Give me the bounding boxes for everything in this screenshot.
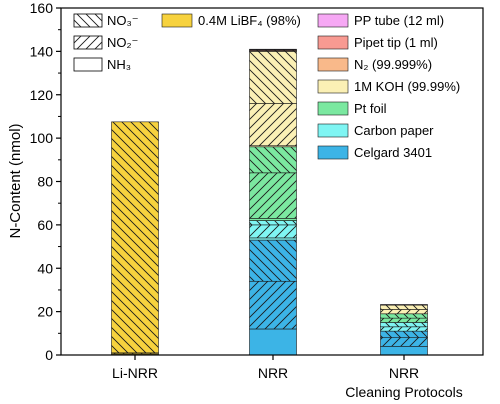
legend-swatch <box>317 123 349 138</box>
legend-swatch <box>317 35 349 50</box>
x-tick-label-3: NRR <box>389 365 419 381</box>
y-tick-label-160: 160 <box>30 0 54 16</box>
legend-pattern-label: NH₃ <box>107 57 131 72</box>
legend-source-label: 1M KOH (99.99%) <box>354 79 460 94</box>
bar-segment-hatch-14 <box>249 49 297 51</box>
bar-segment-hatch-5 <box>249 224 297 238</box>
bar-segment-hatch-6 <box>380 318 428 323</box>
legend-swatch <box>317 57 349 72</box>
bar-segment-hatch-9 <box>380 305 428 310</box>
legend-source-label: Carbon paper <box>354 123 434 138</box>
legend-swatch <box>317 13 349 28</box>
legend-pattern-item-3: NH₃ <box>73 57 131 72</box>
legend-source-item-pp-tube-12-ml: PP tube (12 ml) <box>317 13 444 28</box>
bar-segment-hatch-9 <box>249 146 297 173</box>
y-tick-label-140: 140 <box>30 43 54 59</box>
bar-segment-celgard-3401-1 <box>249 328 297 355</box>
y-tick-label-60: 60 <box>37 217 53 233</box>
bar-segment-celgard-3401-1 <box>380 346 428 355</box>
bar-stack-1 <box>111 121 159 356</box>
legend-swatch <box>317 145 349 160</box>
legend-source-item-0-4m-libf-98: 0.4M LiBF₄ (98%) <box>161 13 301 28</box>
y-tick-label-120: 120 <box>30 87 54 103</box>
legend-source-label: Pt foil <box>354 101 387 116</box>
legend-source-label: PP tube (12 ml) <box>354 13 444 28</box>
y-tick-label-80: 80 <box>37 174 53 190</box>
bar-segment-hatch-2 <box>249 281 297 329</box>
legend-swatch <box>161 13 193 28</box>
legend-source-item-pipet-tip-1-ml: Pipet tip (1 ml) <box>317 35 438 50</box>
bar-segment-outline-15 <box>249 48 297 51</box>
legend-source-item-n-99-999: N₂ (99.999%) <box>317 57 432 72</box>
x-axis: Li-NRR NRR NRR Cleaning Protocols <box>112 355 463 400</box>
legend-swatch-hatch <box>74 14 102 27</box>
legend-swatch <box>317 79 349 94</box>
bar-segment-hatch-3 <box>111 121 159 353</box>
legend-source-label: N₂ (99.999%) <box>354 57 432 72</box>
legend-pattern-label: NO₃⁻ <box>107 13 139 28</box>
y-tick-label-40: 40 <box>37 260 53 276</box>
legend-source-label: 0.4M LiBF₄ (98%) <box>198 13 301 28</box>
bar-segment-1m-koh-99-99-10 <box>249 145 297 147</box>
bar-segment-hatch-3 <box>249 240 297 282</box>
bar-stacks <box>111 48 428 356</box>
bar-segment-hatch-5 <box>380 322 428 327</box>
bar-segment-hatch-6 <box>249 220 297 225</box>
x-tick-sublabel-3: Cleaning Protocols <box>345 384 463 400</box>
legend-swatch <box>317 101 349 116</box>
legend-source-label: Celgard 3401 <box>354 145 432 160</box>
bar-segment-hatch-12 <box>249 51 297 104</box>
y-axis-title: N-Content (nmol) <box>7 123 24 238</box>
legend-sources: 0.4M LiBF₄ (98%) PP tube (12 ml) Pipet tip… <box>161 13 460 160</box>
bar-segment-outline-3 <box>111 121 159 354</box>
bar-segment-hatch-4 <box>380 326 428 332</box>
legend-swatch-hatch <box>74 36 102 49</box>
y-tick-label-100: 100 <box>30 130 54 146</box>
y-tick-label-0: 0 <box>45 347 53 363</box>
legend-pattern-item-2: NO₂⁻ <box>73 35 138 50</box>
bar-stack-2 <box>249 48 297 356</box>
y-axis: 0 20 40 60 80 100 120 140 160 <box>30 0 61 363</box>
legend-pattern: NO₃⁻ NO₂⁻ NH₃ <box>73 13 139 72</box>
bar-segment-hatch-10 <box>380 304 428 306</box>
bar-segment-hatch-13 <box>249 50 297 52</box>
bar-segment-hatch-7 <box>380 313 428 319</box>
bar-segment-outline-10 <box>380 304 428 306</box>
legend-swatch <box>73 57 103 72</box>
legend-pattern-label: NO₂⁻ <box>107 35 138 50</box>
legend-source-item-pt-foil: Pt foil <box>317 101 387 116</box>
legend-source-item-celgard-3401: Celgard 3401 <box>317 145 432 160</box>
bar-segment-carbon-paper-4 <box>249 237 297 241</box>
legend-source-item-carbon-paper: Carbon paper <box>317 123 434 138</box>
bar-segment-hatch-2 <box>111 352 159 354</box>
bar-segment-hatch-11 <box>249 103 297 146</box>
y-tick-label-20: 20 <box>37 304 53 320</box>
bar-segment-hatch-15 <box>249 49 297 50</box>
bar-stack-3 <box>380 304 428 356</box>
x-tick-label-1: Li-NRR <box>112 365 158 381</box>
bar-segment-hatch-8 <box>249 172 297 219</box>
legend-pattern-item-1: NO₃⁻ <box>73 13 139 28</box>
legend-source-item-1m-koh-99-99: 1M KOH (99.99%) <box>317 79 460 94</box>
legend-source-label: Pipet tip (1 ml) <box>354 35 438 50</box>
bar-segment-pt-foil-7 <box>249 218 297 221</box>
bar-segment-hatch-8 <box>380 309 428 314</box>
bar-segment-hatch-2 <box>380 337 428 347</box>
bar-segment-hatch-3 <box>380 331 428 338</box>
x-tick-label-2: NRR <box>258 365 288 381</box>
